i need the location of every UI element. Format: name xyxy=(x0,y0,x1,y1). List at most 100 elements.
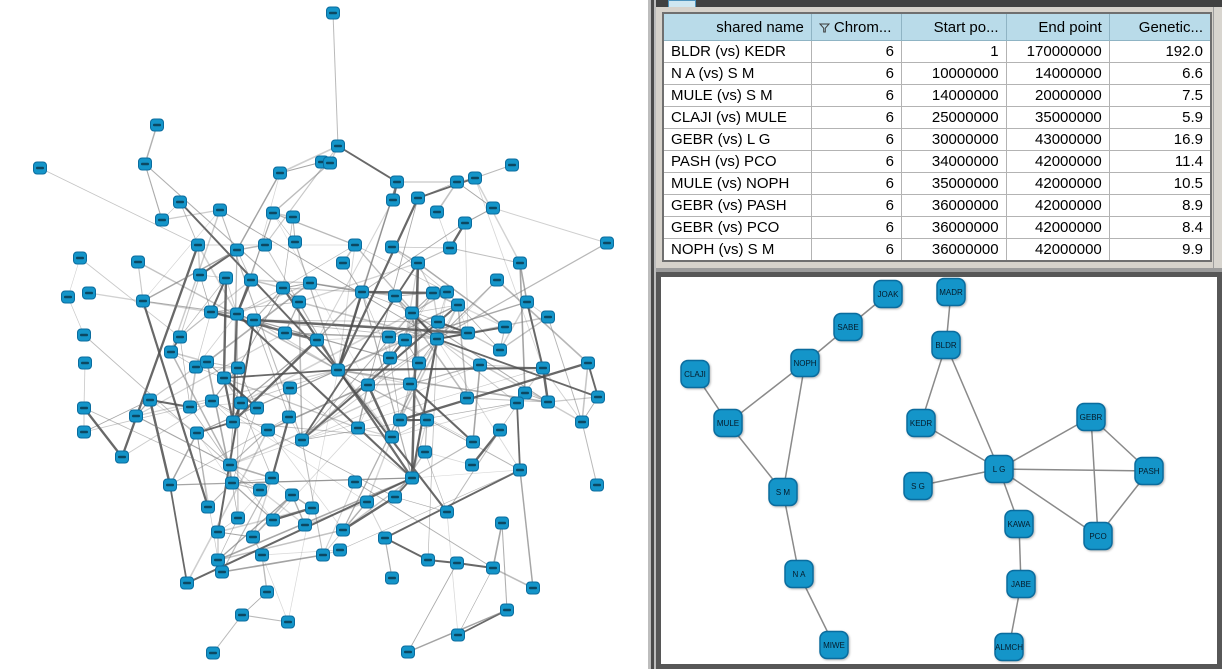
network-node[interactable] xyxy=(115,450,129,464)
network-node[interactable] xyxy=(298,518,312,532)
network-node[interactable] xyxy=(258,238,272,252)
network-node[interactable] xyxy=(388,289,402,303)
network-node[interactable] xyxy=(336,256,350,270)
network-edge[interactable] xyxy=(316,291,363,341)
network-edge[interactable] xyxy=(195,311,212,368)
network-edge[interactable] xyxy=(179,336,191,408)
network-edge[interactable] xyxy=(337,369,413,479)
network-edge[interactable] xyxy=(436,338,583,423)
network-node[interactable] xyxy=(520,295,534,309)
network-edge[interactable] xyxy=(366,384,394,438)
network-edge[interactable] xyxy=(196,432,219,561)
table-row[interactable]: PASH (vs) PCO 6 34000000 42000000 11.4 xyxy=(662,150,1212,173)
network-edge[interactable] xyxy=(240,339,318,404)
network-node-l-g[interactable]: L G xyxy=(984,454,1014,484)
network-node[interactable] xyxy=(281,615,295,629)
network-node[interactable] xyxy=(460,391,474,405)
network-node[interactable] xyxy=(215,565,229,579)
network-node[interactable] xyxy=(200,355,214,369)
network-node[interactable] xyxy=(211,525,225,539)
node-shape[interactable] xyxy=(784,559,814,589)
network-edge[interactable] xyxy=(436,279,498,340)
network-edge[interactable] xyxy=(337,197,419,371)
network-node[interactable] xyxy=(273,166,287,180)
network-node[interactable] xyxy=(78,356,92,370)
network-edge[interactable] xyxy=(322,481,356,556)
network-node-s-m[interactable]: S M xyxy=(768,477,798,507)
table-cell-genetic[interactable]: 16.9 xyxy=(1108,128,1212,151)
network-node[interactable] xyxy=(382,330,396,344)
network-edge[interactable] xyxy=(301,367,544,441)
network-edge[interactable] xyxy=(298,262,419,303)
network-edge[interactable] xyxy=(196,369,339,434)
network-edge[interactable] xyxy=(169,432,198,486)
network-node[interactable] xyxy=(403,377,417,391)
network-edge[interactable] xyxy=(411,441,474,479)
network-edge[interactable] xyxy=(186,429,269,584)
network-node[interactable] xyxy=(412,356,426,370)
network-edge[interactable] xyxy=(236,313,413,479)
node-shape[interactable] xyxy=(903,471,933,501)
table-row[interactable]: MULE (vs) NOPH 6 35000000 42000000 10.5 xyxy=(662,172,1212,195)
table-cell-shared-name[interactable]: MULE (vs) NOPH xyxy=(662,172,812,195)
network-edge[interactable] xyxy=(332,12,339,147)
partial-tab[interactable] xyxy=(668,0,696,7)
network-edge[interactable] xyxy=(316,199,394,341)
network-node[interactable] xyxy=(213,203,227,217)
node-shape[interactable] xyxy=(819,630,849,660)
node-shape[interactable] xyxy=(873,279,903,309)
network-node[interactable] xyxy=(495,516,509,530)
network-node[interactable] xyxy=(355,285,369,299)
panel-divider[interactable] xyxy=(648,0,656,669)
network-node[interactable] xyxy=(458,216,472,230)
network-node[interactable] xyxy=(450,175,464,189)
network-edge[interactable] xyxy=(1090,416,1099,537)
network-node[interactable] xyxy=(163,478,177,492)
network-node[interactable] xyxy=(247,313,261,327)
network-node[interactable] xyxy=(173,330,187,344)
network-edge[interactable] xyxy=(83,399,151,433)
column-header-end-point[interactable]: End point xyxy=(1005,12,1110,41)
network-node[interactable] xyxy=(231,511,245,525)
network-edge[interactable] xyxy=(411,304,459,314)
network-edge[interactable] xyxy=(79,257,181,338)
network-node[interactable] xyxy=(164,345,178,359)
filter-funnel-icon[interactable] xyxy=(818,23,830,33)
network-node-pco[interactable]: PCO xyxy=(1083,521,1113,551)
network-edge[interactable] xyxy=(357,384,369,429)
network-edge[interactable] xyxy=(354,481,494,569)
network-node[interactable] xyxy=(219,271,233,285)
network-edge[interactable] xyxy=(223,369,339,379)
table-cell-shared-name[interactable]: GEBR (vs) L G xyxy=(662,128,812,151)
network-node[interactable] xyxy=(206,646,220,660)
network-node[interactable] xyxy=(360,495,374,509)
network-node[interactable] xyxy=(575,415,589,429)
network-edge[interactable] xyxy=(135,415,231,466)
table-cell-genetic[interactable]: 8.9 xyxy=(1108,194,1212,217)
network-node[interactable] xyxy=(276,281,290,295)
network-node[interactable] xyxy=(61,290,75,304)
network-edge[interactable] xyxy=(144,163,163,221)
table-row[interactable]: GEBR (vs) PCO 6 36000000 42000000 8.4 xyxy=(662,216,1212,239)
network-edge[interactable] xyxy=(411,469,521,479)
network-node-n-a[interactable]: N A xyxy=(784,559,814,589)
network-node[interactable] xyxy=(513,463,527,477)
network-node[interactable] xyxy=(486,201,500,215)
network-edge[interactable] xyxy=(411,312,420,364)
network-node[interactable] xyxy=(493,343,507,357)
network-node-joak[interactable]: JOAK xyxy=(873,279,903,309)
network-edge[interactable] xyxy=(282,287,363,293)
network-edge[interactable] xyxy=(236,287,284,315)
network-edge[interactable] xyxy=(259,489,306,526)
network-edge[interactable] xyxy=(142,209,221,302)
network-node-noph[interactable]: NOPH xyxy=(790,348,820,378)
network-node[interactable] xyxy=(348,238,362,252)
table-cell-genetic[interactable]: 10.5 xyxy=(1108,172,1212,195)
table-cell-shared-name[interactable]: MULE (vs) S M xyxy=(662,84,812,107)
table-cell-end-point[interactable]: 42000000 xyxy=(1005,194,1110,217)
network-edge[interactable] xyxy=(581,421,598,486)
network-edge[interactable] xyxy=(409,383,474,443)
network-edge[interactable] xyxy=(367,338,438,386)
network-edge[interactable] xyxy=(474,177,544,369)
network-edge[interactable] xyxy=(270,416,291,479)
